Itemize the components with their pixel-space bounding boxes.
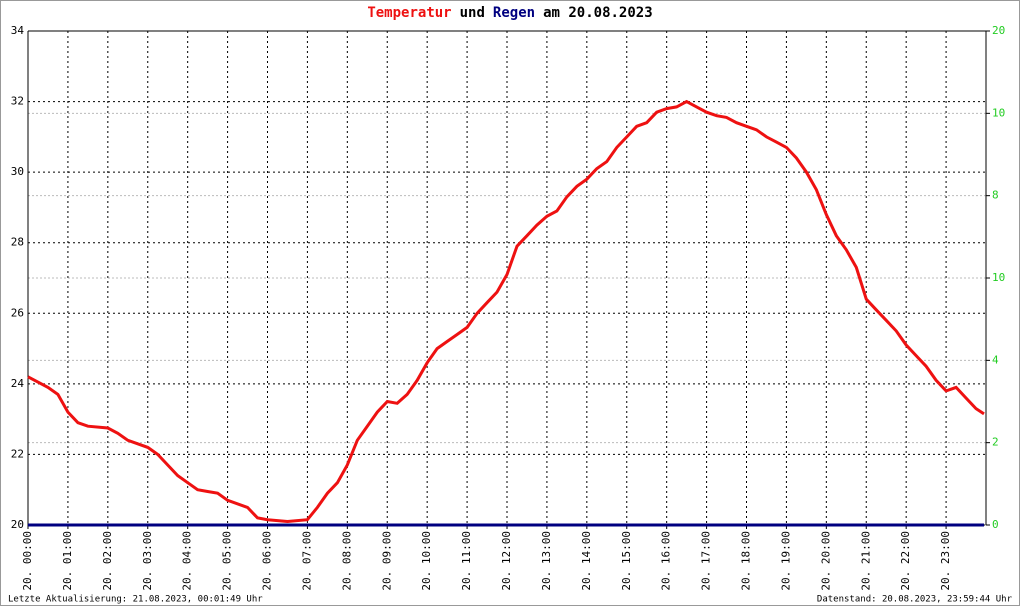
x-tick-label: 20. 21:00	[859, 531, 872, 591]
x-tick-label: 20. 01:00	[61, 531, 74, 591]
y2-tick-label: 2	[992, 436, 999, 449]
y2-tick-label: 4	[992, 353, 999, 366]
x-tick-label: 20. 05:00	[221, 531, 234, 591]
series-line	[27, 99, 985, 524]
y2-tick-label: 0	[992, 518, 999, 531]
x-tick-label: 20. 09:00	[380, 531, 393, 591]
y-tick-label: 34	[11, 24, 25, 37]
y2-tick-label: 10	[992, 271, 1005, 284]
x-tick-label: 20. 14:00	[580, 531, 593, 591]
y-tick-label: 30	[11, 165, 24, 178]
x-tick-label: 20. 00:00	[21, 531, 34, 591]
y-tick-label: 22	[11, 447, 24, 460]
y2-tick-label: 8	[992, 189, 999, 202]
x-tick-label: 20. 11:00	[460, 531, 473, 591]
footer-left: Letzte Aktualisierung: 21.08.2023, 00:01…	[8, 595, 263, 605]
x-tick-label: 20. 04:00	[181, 531, 194, 591]
x-tick-label: 20. 23:00	[939, 531, 952, 591]
x-tick-label: 20. 07:00	[300, 531, 313, 591]
x-tick-label: 20. 10:00	[420, 531, 433, 591]
y-tick-label: 28	[11, 236, 24, 249]
x-tick-label: 20. 08:00	[340, 531, 353, 591]
x-tick-label: 20. 03:00	[141, 531, 154, 591]
footer-right: Datenstand: 20.08.2023, 23:59:44 Uhr	[817, 595, 1013, 605]
x-tick-label: 20. 12:00	[500, 531, 513, 591]
x-tick-label: 20. 17:00	[700, 531, 713, 591]
y-tick-label: 26	[11, 306, 24, 319]
y-tick-label: 20	[11, 518, 24, 531]
title-part: und	[460, 5, 485, 21]
y2-tick-label: 20	[992, 24, 1005, 37]
x-tick-label: 20. 02:00	[101, 531, 114, 591]
title-part: Temperatur	[367, 5, 451, 21]
x-tick-label: 20. 22:00	[899, 531, 912, 591]
title-part: Regen	[493, 5, 535, 21]
y-tick-label: 24	[11, 377, 25, 390]
x-tick-label: 20. 13:00	[540, 531, 553, 591]
chart-title: Temperatur und Regen am 20.08.2023	[367, 5, 652, 21]
x-tick-label: 20. 06:00	[261, 531, 274, 591]
y-tick-label: 32	[11, 95, 24, 108]
x-tick-label: 20. 18:00	[740, 531, 753, 591]
x-tick-label: 20. 15:00	[620, 531, 633, 591]
x-tick-label: 20. 19:00	[779, 531, 792, 591]
y2-tick-label: 10	[992, 106, 1005, 119]
x-tick-label: 20. 16:00	[660, 531, 673, 591]
title-part: am 20.08.2023	[543, 5, 653, 21]
x-tick-label: 20. 20:00	[819, 531, 832, 591]
